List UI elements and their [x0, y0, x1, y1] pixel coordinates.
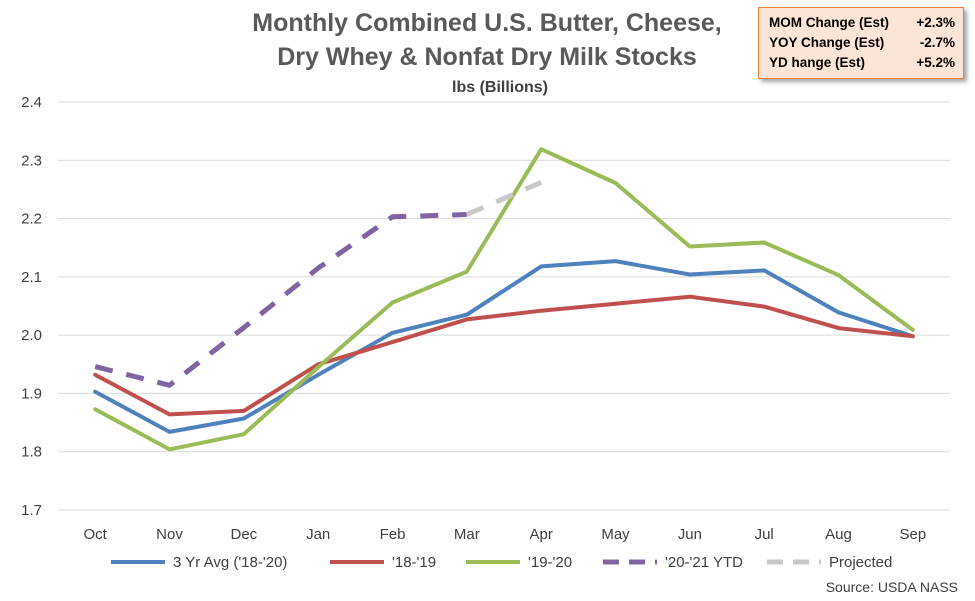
stats-box: MOM Change (Est) +2.3% YOY Change (Est) …	[758, 7, 964, 79]
x-tick-label: Oct	[83, 526, 107, 543]
series-lines	[93, 147, 915, 452]
stat-label: YOY Change (Est)	[769, 35, 885, 50]
y-tick-label: 2.0	[21, 327, 42, 344]
y-tick-label: 1.8	[21, 444, 42, 461]
stat-label: MOM Change (Est)	[769, 15, 889, 30]
series-line-2	[93, 147, 915, 452]
x-tick-label: Jan	[306, 526, 330, 543]
legend-label: Projected	[829, 554, 892, 571]
y-axis-ticks: 1.7 1.8 1.9 2.0 2.1 2.2 2.3 2.4	[21, 94, 42, 519]
y-tick-label: 1.7	[21, 502, 42, 519]
y-tick-label: 2.2	[21, 211, 42, 228]
legend-label: 3 Yr Avg ('18-'20)	[173, 554, 287, 571]
x-tick-label: Jul	[755, 526, 774, 543]
x-tick-label: May	[601, 526, 630, 543]
legend-label: '19-'20	[528, 554, 572, 571]
y-tick-label: 2.3	[21, 152, 42, 169]
x-tick-label: Jun	[678, 526, 702, 543]
stat-row-ytd: YD hange (Est) +5.2%	[769, 53, 955, 73]
x-tick-label: Aug	[825, 526, 852, 543]
x-tick-label: Feb	[380, 526, 406, 543]
series-line-1	[93, 294, 915, 417]
x-tick-label: Apr	[529, 526, 552, 543]
y-tick-label: 2.1	[21, 269, 42, 286]
chart-title-line-1: Monthly Combined U.S. Butter, Cheese,	[252, 9, 722, 37]
stat-value: +2.3%	[916, 15, 955, 30]
x-tick-label: Dec	[230, 526, 257, 543]
source-note: Source: USDA NASS	[826, 579, 958, 595]
series-line-4	[465, 180, 543, 217]
series-line-3	[94, 212, 467, 388]
y-tick-label: 2.4	[21, 94, 42, 111]
x-tick-label: Mar	[454, 526, 480, 543]
x-axis-ticks: Oct Nov Dec Jan Feb Mar Apr May Jun Jul Aug Sep	[83, 526, 926, 543]
stat-value: -2.7%	[919, 35, 955, 50]
chart-subtitle: lbs (Billions)	[452, 79, 548, 96]
stat-row-mom: MOM Change (Est) +2.3%	[769, 13, 955, 33]
x-tick-label: Nov	[156, 526, 183, 543]
legend-label: '20-'21 YTD	[665, 554, 743, 571]
stat-value: +5.2%	[916, 55, 955, 70]
legend: 3 Yr Avg ('18-'20) '18-'19 '19-'20 '20-'21 …	[111, 554, 892, 571]
chart-title-line-2: Dry Whey & Nonfat Dry Milk Stocks	[277, 43, 697, 71]
stat-label: YD hange (Est)	[769, 55, 866, 70]
series-line-0	[93, 259, 915, 434]
stat-row-yoy: YOY Change (Est) -2.7%	[769, 33, 955, 53]
gridlines	[58, 101, 950, 511]
legend-label: '18-'19	[392, 554, 436, 571]
y-tick-label: 1.9	[21, 385, 42, 402]
x-tick-label: Sep	[899, 526, 926, 543]
